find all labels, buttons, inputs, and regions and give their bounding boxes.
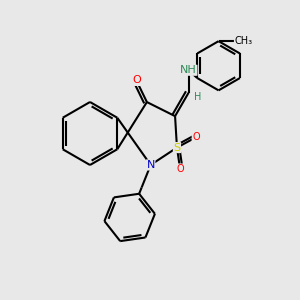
Text: N: N: [146, 160, 155, 170]
Text: O: O: [176, 164, 184, 174]
Text: O: O: [132, 76, 141, 85]
Text: S: S: [173, 142, 181, 153]
Text: CH₃: CH₃: [234, 36, 253, 46]
Text: H: H: [194, 92, 201, 102]
Text: NH: NH: [180, 65, 197, 75]
Text: O: O: [192, 132, 200, 142]
